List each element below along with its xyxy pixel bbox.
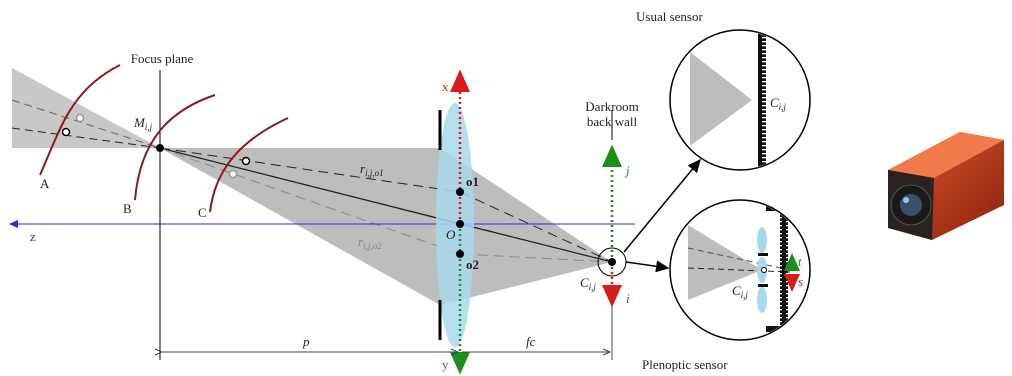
c-label: Ci,j — [580, 275, 596, 292]
curve-label: A — [40, 176, 50, 191]
label-part: i,j,o1 — [365, 168, 384, 178]
z-label: z — [30, 229, 36, 244]
o-label: O — [446, 227, 456, 242]
arrow-plenoptic — [626, 262, 668, 268]
intersection-point — [230, 171, 237, 178]
intersection-point — [63, 129, 70, 136]
point-o — [456, 220, 464, 228]
o2-label: o2 — [466, 257, 479, 272]
label-part: i,j — [145, 122, 153, 132]
m-label: Mi,j — [133, 115, 153, 132]
s-label: s — [798, 274, 803, 289]
wall-label: back wall — [587, 114, 638, 129]
y-label: y — [442, 357, 449, 372]
j-label: j — [624, 163, 630, 178]
label-part: i,j,o2 — [363, 241, 382, 251]
camera-photo — [888, 132, 1004, 240]
sensor-divider — [758, 284, 768, 287]
usual-sensor-title: Usual sensor — [636, 9, 703, 24]
lens — [436, 103, 474, 347]
camera-reflection — [903, 197, 909, 203]
point-c — [608, 258, 616, 266]
x-label: x — [442, 79, 449, 94]
body: { "main_diagram": { "focus_plane": "Focu… — [0, 0, 1012, 376]
microlens — [757, 227, 767, 253]
point-m — [156, 144, 164, 152]
light-cone-left — [12, 68, 160, 148]
microlens — [757, 287, 767, 313]
camera-glass — [900, 194, 922, 216]
i-label: i — [626, 291, 630, 306]
intersection-point — [77, 115, 84, 122]
focus-plane-label: Focus plane — [131, 51, 194, 66]
label-part: C — [580, 275, 589, 290]
o1-label: o1 — [466, 174, 479, 189]
p-label: p — [302, 334, 310, 349]
label-part: C — [770, 95, 779, 110]
point-o2 — [456, 250, 464, 258]
curve-label: B — [123, 201, 132, 216]
intersection-point — [243, 158, 250, 165]
page: Light field camera diagram html, body { … — [0, 0, 1012, 376]
fc-label: fc — [526, 334, 536, 349]
sensor-divider — [758, 253, 768, 256]
curve-label: C — [198, 205, 207, 220]
diagram: Focus plane Darkroom back wall x y z i j… — [0, 0, 1012, 376]
label-part: i,j — [741, 290, 749, 300]
label-part: i,j — [779, 102, 787, 112]
label-part: C — [732, 283, 741, 298]
usual-sensor-bar — [758, 28, 766, 174]
point-o1 — [456, 188, 464, 196]
plenoptic-sensor-title: Plenoptic sensor — [642, 357, 728, 372]
t-label: t — [798, 254, 802, 269]
wall-label: Darkroom — [585, 99, 638, 114]
label-part: i,j — [589, 282, 597, 292]
plenoptic-sensor-bar — [780, 205, 788, 332]
plenoptic-point — [762, 268, 767, 273]
